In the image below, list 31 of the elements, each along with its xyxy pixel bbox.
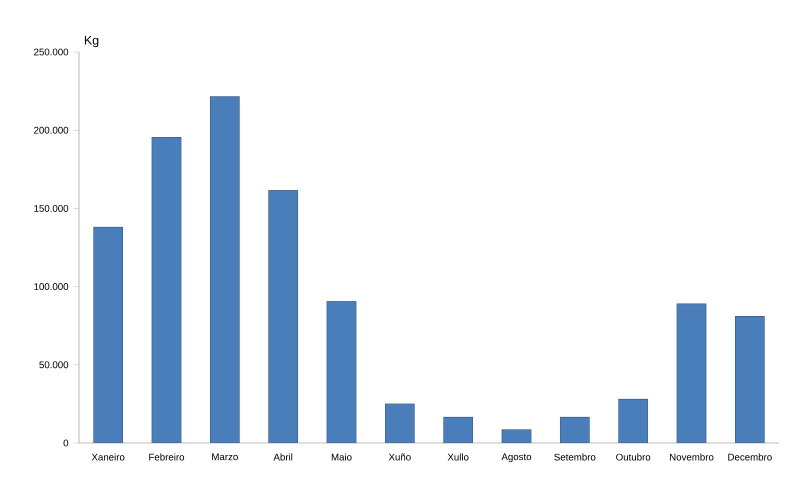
x-tick-label: Xuño	[388, 453, 411, 460]
y-tick-label: 150.000	[34, 204, 68, 212]
x-tick-label: Marzo	[212, 453, 238, 460]
bar	[618, 398, 648, 443]
y-tick-label: 200.000	[34, 126, 68, 134]
y-tick-label: 250.000	[34, 48, 68, 56]
bar	[210, 96, 240, 443]
bar	[734, 316, 765, 443]
bar	[384, 404, 415, 443]
bar	[268, 190, 298, 443]
bar	[560, 416, 590, 443]
x-tick-label: Agosto	[501, 453, 532, 462]
bar	[443, 416, 474, 443]
x-tick-label: Febreiro	[149, 453, 184, 461]
bar	[676, 304, 706, 443]
y-tick-label: 50.000	[39, 361, 68, 368]
x-tick-label: Novembro	[670, 453, 714, 461]
x-tick-label: Maio	[332, 453, 352, 461]
y-tick-label: 100.000	[34, 283, 68, 290]
x-tick-label: Outubro	[616, 453, 650, 461]
y-axis-title: Kg	[84, 36, 98, 48]
x-tick-label: Decembro	[728, 453, 772, 461]
x-tick-label: Abril	[274, 453, 292, 461]
x-tick-label: Setembro	[554, 453, 596, 461]
bar	[93, 226, 124, 443]
bar	[502, 429, 532, 443]
x-tick-label: Xaneiro	[92, 453, 124, 461]
bar	[326, 301, 356, 443]
y-tick-label: 0	[64, 440, 68, 446]
bar	[152, 136, 182, 443]
x-tick-label: Xullo	[448, 453, 469, 461]
